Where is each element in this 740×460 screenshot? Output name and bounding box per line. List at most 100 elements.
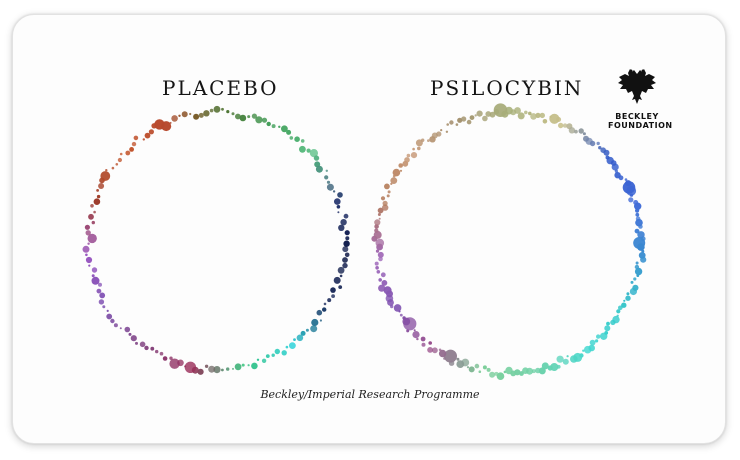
network-node — [125, 150, 131, 156]
network-node — [87, 233, 97, 244]
network-node — [293, 338, 296, 341]
network-node — [393, 304, 402, 312]
network-node — [377, 251, 384, 258]
network-node — [198, 112, 204, 118]
network-node — [115, 163, 119, 166]
network-node — [514, 107, 521, 114]
network-node — [468, 366, 475, 373]
network-node — [384, 183, 390, 190]
network-node — [289, 342, 296, 349]
network-node — [486, 367, 491, 372]
network-node — [98, 282, 102, 287]
network-node — [634, 267, 643, 276]
network-node — [82, 245, 90, 253]
network-node — [635, 261, 639, 265]
network-node — [595, 339, 599, 343]
network-node — [589, 140, 596, 147]
network-node — [313, 155, 320, 161]
network-node — [234, 363, 242, 371]
network-node — [226, 367, 230, 371]
network-node — [124, 326, 131, 333]
network-node — [610, 319, 616, 326]
network-node — [420, 336, 426, 342]
network-node — [633, 277, 637, 281]
network-node — [604, 325, 611, 332]
network-node — [322, 307, 327, 312]
network-node — [457, 117, 463, 123]
network-node — [456, 360, 465, 368]
network-node — [98, 183, 105, 189]
network-node — [542, 119, 548, 124]
network-node — [232, 367, 234, 370]
network-node — [209, 108, 214, 113]
network-node — [91, 267, 98, 273]
network-node — [444, 349, 457, 363]
network-node — [436, 131, 442, 137]
network-node — [251, 362, 258, 370]
network-node — [184, 361, 197, 373]
network-node — [566, 355, 569, 358]
network-node — [399, 313, 403, 317]
network-node — [106, 309, 109, 312]
network-node — [91, 274, 95, 278]
network-node — [333, 276, 341, 284]
network-node — [247, 115, 251, 119]
double-headed-eagle-icon — [618, 69, 656, 104]
network-node — [119, 327, 122, 330]
network-node — [343, 240, 350, 247]
network-node — [535, 112, 541, 118]
network-node — [611, 163, 619, 171]
placebo-title: PLACEBO — [162, 76, 279, 100]
network-node — [382, 204, 389, 211]
network-node — [159, 351, 164, 356]
network-node — [583, 345, 592, 354]
network-node — [378, 284, 386, 292]
network-node — [274, 348, 280, 355]
network-node — [636, 274, 640, 277]
network-node — [300, 330, 306, 336]
network-node — [88, 264, 91, 267]
network-node — [336, 205, 341, 209]
network-node — [221, 107, 224, 111]
network-node — [285, 345, 289, 349]
network-node — [171, 115, 178, 122]
network-node — [281, 350, 287, 356]
network-node — [93, 198, 101, 205]
network-node — [528, 111, 532, 116]
network-node — [416, 337, 419, 341]
network-node — [629, 287, 638, 296]
network-node — [221, 368, 224, 372]
network-node — [319, 319, 322, 322]
network-node — [538, 367, 546, 375]
network-node — [517, 112, 525, 120]
network-node — [626, 292, 630, 296]
network-node — [399, 169, 403, 172]
network-node — [377, 207, 384, 214]
network-node — [412, 331, 420, 339]
placebo-network-ring — [82, 105, 350, 375]
network-node — [84, 224, 90, 230]
network-node — [342, 246, 349, 253]
network-node — [204, 364, 209, 368]
network-node — [373, 230, 382, 239]
network-node — [496, 372, 505, 381]
network-node — [106, 313, 113, 320]
network-node — [278, 125, 281, 128]
network-node — [226, 110, 230, 114]
network-node — [421, 342, 426, 347]
network-node — [582, 132, 586, 136]
network-node — [427, 347, 433, 353]
network-node — [412, 147, 415, 151]
network-node — [330, 287, 336, 293]
network-node — [386, 194, 390, 198]
network-node — [326, 180, 331, 184]
network-node — [404, 157, 410, 163]
network-node — [241, 363, 245, 367]
network-node — [606, 321, 610, 326]
network-node — [305, 328, 309, 332]
network-node — [635, 212, 640, 217]
network-node — [375, 249, 380, 253]
network-node — [316, 309, 323, 316]
network-node — [90, 204, 94, 208]
